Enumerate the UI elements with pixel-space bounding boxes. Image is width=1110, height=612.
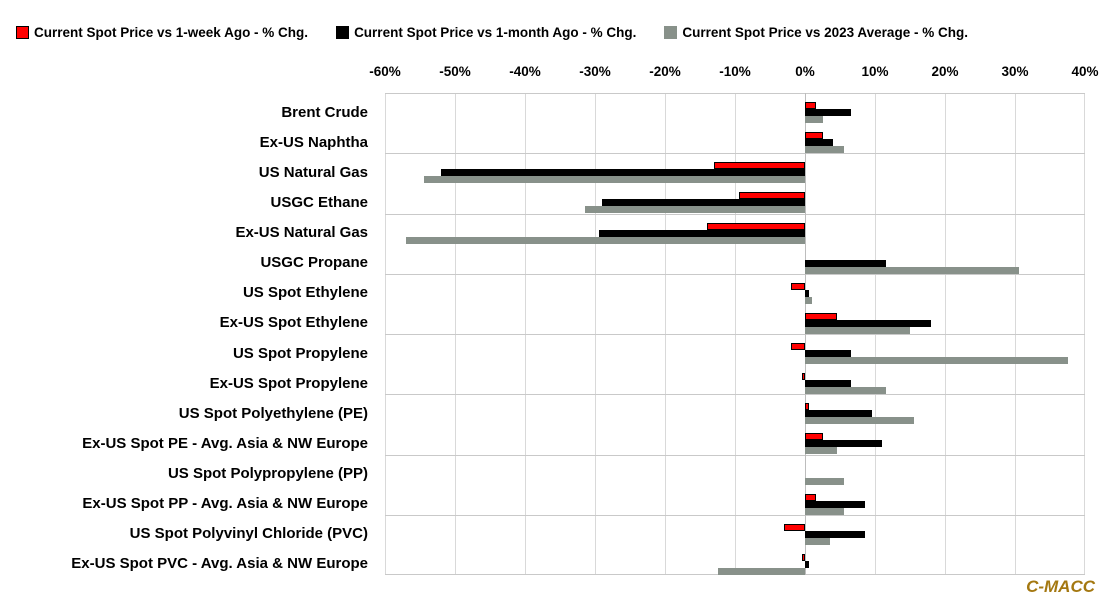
horizontal-gridline bbox=[385, 454, 1085, 456]
bar bbox=[805, 380, 851, 388]
legend-marker-red-icon bbox=[16, 25, 29, 39]
horizontal-gridline bbox=[385, 273, 1085, 275]
category-label: US Spot Polypropylene (PP) bbox=[167, 465, 368, 483]
bar bbox=[805, 387, 886, 395]
category-label: Ex-US Spot Propylene bbox=[209, 374, 368, 392]
bar bbox=[805, 350, 851, 357]
bar bbox=[805, 493, 816, 501]
watermark: C-MACC bbox=[1026, 577, 1095, 596]
bar bbox=[805, 146, 844, 154]
x-tick-label: -60% bbox=[369, 64, 401, 79]
bar bbox=[805, 139, 833, 147]
bar bbox=[805, 410, 872, 418]
x-axis-tick-labels: -60% -50% -40% -30% -20% -10% 0% 10% 20% 30% 40% bbox=[369, 64, 1098, 84]
bar bbox=[805, 109, 851, 116]
x-tick-label: -20% bbox=[649, 64, 681, 79]
horizontal-gridline bbox=[385, 213, 1085, 215]
bar bbox=[805, 560, 809, 568]
bar bbox=[805, 319, 931, 327]
bar bbox=[805, 403, 809, 411]
plot-area bbox=[385, 93, 1085, 575]
x-tick-label: -50% bbox=[439, 64, 471, 79]
category-axis-labels: Brent Crude Ex-US Naphtha US Natural Gas US… bbox=[0, 93, 368, 575]
x-tick-label: -30% bbox=[579, 64, 611, 79]
bar bbox=[423, 176, 805, 184]
bar bbox=[805, 357, 1068, 364]
bar bbox=[602, 199, 805, 207]
horizontal-gridline bbox=[385, 93, 1085, 94]
x-tick-label: 10% bbox=[861, 64, 889, 79]
legend-label: Current Spot Price vs 1-month Ago - % Ch… bbox=[354, 24, 637, 40]
x-tick-label: 30% bbox=[1001, 64, 1029, 79]
category-label: US Spot Polyethylene (PE) bbox=[178, 404, 368, 422]
zero-axis-line bbox=[805, 93, 806, 575]
bar bbox=[805, 433, 823, 441]
legend-item-month: Current Spot Price vs 1-month Ago - % Ch… bbox=[336, 25, 636, 40]
bar bbox=[784, 523, 805, 531]
bar bbox=[714, 162, 805, 170]
category-label: Ex-US Naphtha bbox=[259, 133, 368, 151]
bar bbox=[584, 206, 805, 214]
chart-legend: Current Spot Price vs 1-week Ago - % Chg… bbox=[16, 22, 1106, 42]
bar bbox=[805, 296, 812, 304]
bar bbox=[805, 266, 1019, 274]
bar bbox=[598, 229, 805, 237]
bar bbox=[406, 236, 805, 244]
bar bbox=[738, 192, 805, 200]
horizontal-gridline bbox=[385, 334, 1085, 335]
bar bbox=[805, 132, 823, 140]
bar bbox=[805, 507, 844, 515]
horizontal-gridline bbox=[385, 514, 1085, 516]
bar bbox=[805, 537, 830, 545]
horizontal-gridline bbox=[385, 153, 1085, 155]
category-label: US Spot Ethylene bbox=[242, 284, 368, 302]
category-label: Ex-US Spot PVC - Avg. Asia & NW Europe bbox=[71, 555, 368, 573]
bar bbox=[805, 312, 837, 320]
legend-marker-black-icon bbox=[336, 25, 350, 39]
bar bbox=[805, 102, 816, 109]
bar bbox=[805, 326, 910, 334]
x-tick-label: -40% bbox=[509, 64, 541, 79]
horizontal-gridline bbox=[385, 394, 1085, 396]
bar bbox=[791, 282, 805, 290]
bar bbox=[801, 553, 805, 561]
category-label: Ex-US Natural Gas bbox=[235, 224, 368, 242]
bar bbox=[791, 343, 805, 350]
bar bbox=[805, 477, 844, 485]
bar bbox=[805, 530, 865, 538]
category-label: US Spot Polyvinyl Chloride (PVC) bbox=[129, 525, 368, 543]
category-label: USGC Ethane bbox=[270, 193, 368, 211]
bar bbox=[441, 169, 805, 177]
bar bbox=[805, 447, 837, 455]
bar bbox=[805, 417, 914, 425]
x-tick-label: -10% bbox=[719, 64, 751, 79]
x-tick-label: 20% bbox=[931, 64, 959, 79]
bar bbox=[805, 500, 865, 508]
legend-marker-gray-icon bbox=[664, 25, 678, 39]
bar bbox=[805, 259, 886, 267]
bar bbox=[805, 289, 809, 297]
legend-label: Current Spot Price vs 2023 Average - % C… bbox=[682, 24, 968, 40]
category-label: US Natural Gas bbox=[258, 163, 368, 181]
bar bbox=[707, 222, 805, 230]
legend-item-2023avg: Current Spot Price vs 2023 Average - % C… bbox=[664, 25, 968, 40]
x-tick-label: 40% bbox=[1071, 64, 1099, 79]
x-tick-label: 0% bbox=[795, 64, 815, 79]
category-label: US Spot Propylene bbox=[232, 344, 368, 362]
legend-label: Current Spot Price vs 1-week Ago - % Chg… bbox=[34, 24, 309, 40]
category-label: USGC Propane bbox=[260, 254, 368, 272]
category-label: Ex-US Spot PP - Avg. Asia & NW Europe bbox=[82, 495, 368, 513]
bar bbox=[805, 116, 823, 123]
bar bbox=[805, 440, 882, 448]
bar bbox=[801, 373, 805, 381]
bar bbox=[717, 567, 805, 575]
category-label: Ex-US Spot PE - Avg. Asia & NW Europe bbox=[82, 434, 368, 452]
category-label: Brent Crude bbox=[281, 103, 368, 121]
legend-item-week: Current Spot Price vs 1-week Ago - % Chg… bbox=[16, 25, 308, 40]
category-label: Ex-US Spot Ethylene bbox=[219, 314, 368, 332]
